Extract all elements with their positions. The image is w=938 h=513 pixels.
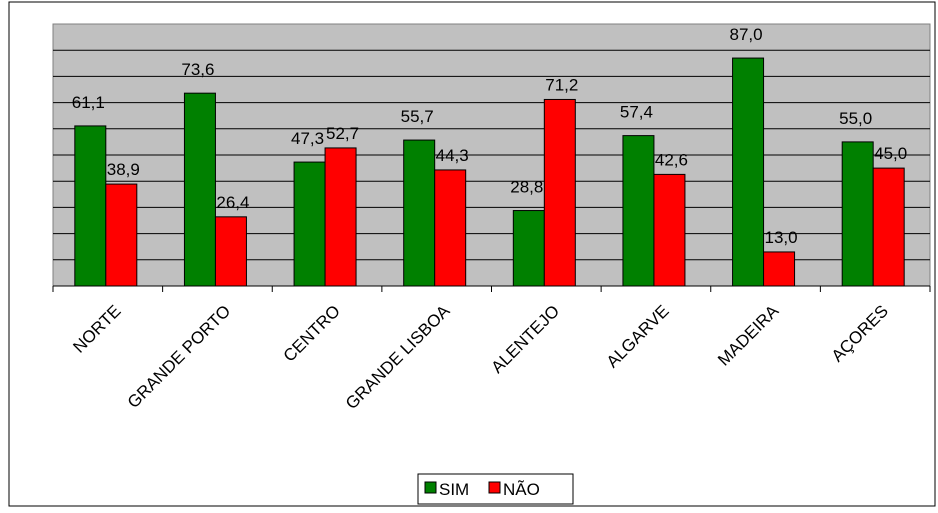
bar-sim <box>512 210 545 287</box>
data-label-nao: 42,6 <box>655 150 688 169</box>
bar-sim <box>732 57 765 287</box>
bar-nao <box>324 147 357 287</box>
legend-swatch-nao <box>488 481 501 494</box>
bar-nao <box>105 183 138 287</box>
data-label-nao: 52,7 <box>326 124 359 143</box>
data-label-sim: 57,4 <box>620 103 653 122</box>
bar-sim <box>183 92 216 287</box>
data-label-nao: 45,0 <box>874 144 907 163</box>
bar-sim <box>403 139 436 287</box>
legend: SIM NÃO <box>417 473 574 505</box>
bar-sim <box>841 141 874 287</box>
legend-label-sim: SIM <box>439 480 469 499</box>
data-label-nao: 13,0 <box>765 228 798 247</box>
data-label-sim: 55,0 <box>839 109 872 128</box>
data-label-nao: 26,4 <box>216 193 249 212</box>
legend-swatch-sim <box>424 481 437 494</box>
bar-sim <box>622 135 655 287</box>
data-label-sim: 61,1 <box>72 93 105 112</box>
data-label-sim: 28,8 <box>510 178 543 197</box>
bar-nao <box>543 98 576 287</box>
data-labels: 61,1 38,9 73,6 26,4 47,3 52,7 55,7 44,3 28,8 71,2… <box>72 25 907 247</box>
data-label-nao: 44,3 <box>436 146 469 165</box>
data-label-sim: 73,6 <box>181 60 214 79</box>
bar-nao <box>763 251 796 287</box>
bar-nao <box>872 167 905 287</box>
bar-nao <box>214 216 247 287</box>
data-label-nao: 71,2 <box>545 75 578 94</box>
bar-nao <box>653 173 686 287</box>
data-label-nao: 38,9 <box>107 160 140 179</box>
data-label-sim: 87,0 <box>730 25 763 44</box>
data-label-sim: 55,7 <box>401 107 434 126</box>
bar-sim <box>293 161 326 287</box>
bars <box>74 57 905 287</box>
data-label-sim: 47,3 <box>291 129 324 148</box>
bar-sim <box>74 125 107 287</box>
bar-nao <box>434 169 467 287</box>
legend-label-nao: NÃO <box>503 480 540 499</box>
